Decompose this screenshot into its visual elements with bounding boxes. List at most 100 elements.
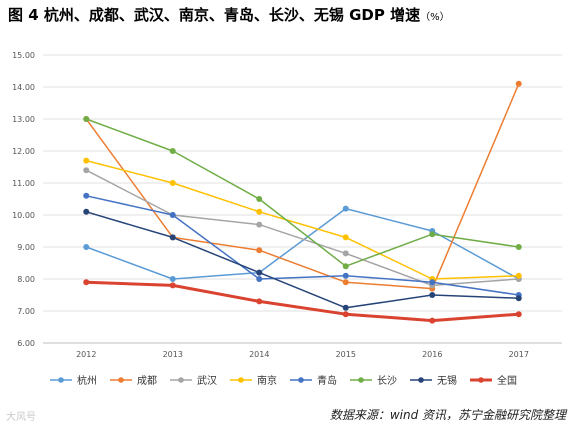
- legend-label: 成都: [137, 375, 157, 387]
- data-point: [429, 231, 436, 238]
- legend-swatch-marker: [418, 377, 424, 383]
- data-point: [515, 80, 522, 87]
- data-point: [342, 311, 349, 318]
- series-杭州: [83, 205, 522, 282]
- x-tick-label: 2014: [249, 350, 269, 359]
- legend-swatch-marker: [178, 377, 184, 383]
- series-line: [85, 169, 519, 287]
- data-point: [83, 167, 90, 174]
- data-point: [342, 272, 349, 279]
- legend-swatch-marker: [358, 377, 364, 383]
- series-line: [86, 195, 519, 296]
- legend-item: 杭州: [50, 374, 97, 387]
- legend-label: 杭州: [77, 374, 97, 387]
- data-point: [169, 282, 176, 289]
- chart-title: 图 4 杭州、成都、武汉、南京、青岛、长沙、无锡 GDP 增速（%）: [8, 4, 450, 25]
- data-point: [256, 276, 263, 282]
- data-point: [83, 157, 90, 164]
- data-point: [83, 279, 90, 286]
- series-line: [85, 83, 520, 290]
- legend-label: 无锡: [437, 374, 457, 387]
- data-point: [256, 298, 263, 305]
- series-line: [86, 280, 519, 323]
- data-point: [169, 234, 176, 241]
- data-point: [342, 279, 349, 286]
- watermark: 大风号: [6, 412, 36, 423]
- data-point: [515, 272, 522, 279]
- data-point: [342, 250, 349, 257]
- data-point: [256, 221, 263, 228]
- legend-item: 青岛: [290, 374, 337, 387]
- data-point: [256, 196, 263, 202]
- data-point: [256, 208, 263, 215]
- series-长沙: [83, 116, 522, 270]
- y-tick-label: 11.00: [12, 179, 35, 188]
- y-tick-label: 14.00: [12, 83, 35, 92]
- series-line: [86, 211, 519, 309]
- series-青岛: [83, 192, 522, 298]
- data-point: [515, 311, 522, 318]
- legend-label: 南京: [257, 374, 277, 387]
- series-line: [85, 207, 520, 280]
- legend-swatch-marker: [298, 377, 304, 383]
- data-point: [169, 276, 176, 282]
- legend-label: 全国: [497, 374, 517, 387]
- y-tick-label: 10.00: [12, 211, 35, 220]
- data-point: [256, 247, 263, 254]
- y-tick-label: 9.00: [17, 243, 35, 252]
- chart-title-text: 图 4 杭州、成都、武汉、南京、青岛、长沙、无锡 GDP 增速: [8, 6, 421, 24]
- x-axis: 2012 2013 2014 2015 2016 2017: [43, 342, 562, 359]
- series-lines: [83, 80, 522, 324]
- data-point: [169, 212, 176, 218]
- data-point: [169, 180, 176, 186]
- x-tick-label: 2016: [422, 350, 442, 359]
- series-南京: [83, 157, 522, 282]
- data-point: [429, 292, 436, 298]
- data-point: [342, 263, 349, 270]
- series-全国: [83, 279, 522, 324]
- gridlines: [43, 54, 562, 344]
- x-tick-label: 2013: [163, 350, 183, 359]
- legend: 杭州 成都 武汉 南京 青岛 长沙 无锡 全国: [50, 374, 517, 387]
- legend-item: 成都: [110, 375, 157, 387]
- y-tick-label: 6.00: [17, 339, 35, 348]
- data-point: [429, 279, 436, 286]
- legend-swatch-marker: [58, 377, 64, 383]
- series-无锡: [83, 208, 522, 311]
- y-tick-label: 13.00: [12, 115, 35, 124]
- data-point: [83, 192, 90, 199]
- series-line: [85, 118, 519, 267]
- chart-title-unit: （%）: [420, 12, 450, 23]
- series-成都: [83, 80, 522, 292]
- x-tick-label: 2015: [336, 350, 356, 359]
- legend-item: 全国: [470, 374, 517, 387]
- data-point: [515, 244, 522, 250]
- series-line: [86, 159, 519, 280]
- data-point: [83, 208, 90, 215]
- legend-item: 南京: [230, 374, 277, 387]
- legend-item: 无锡: [410, 374, 457, 387]
- legend-swatch-marker: [118, 377, 124, 383]
- legend-swatch-marker: [478, 377, 484, 383]
- data-point: [515, 295, 522, 302]
- legend-label: 长沙: [377, 375, 397, 387]
- data-point: [342, 205, 349, 212]
- legend-label: 武汉: [197, 374, 217, 387]
- x-tick-label: 2012: [76, 350, 96, 359]
- data-point: [342, 304, 349, 311]
- data-point: [429, 317, 436, 324]
- source-note: 数据来源：wind 资讯，苏宁金融研究院整理: [329, 408, 566, 422]
- data-point: [169, 148, 176, 154]
- legend-swatch-marker: [238, 377, 244, 383]
- y-tick-label: 15.00: [12, 51, 35, 60]
- data-point: [256, 269, 263, 276]
- legend-item: 长沙: [350, 375, 397, 387]
- data-point: [83, 244, 90, 250]
- legend-item: 武汉: [170, 374, 217, 387]
- y-tick-label: 12.00: [12, 147, 35, 156]
- legend-label: 青岛: [317, 374, 337, 387]
- y-tick-label: 7.00: [17, 307, 35, 316]
- data-point: [342, 234, 349, 241]
- data-point: [83, 116, 90, 122]
